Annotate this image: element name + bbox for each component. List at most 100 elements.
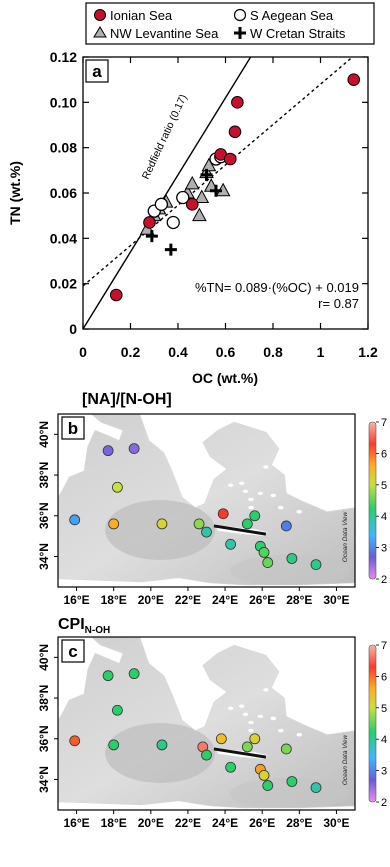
station-marker [225,761,237,773]
lat-tick-label: 38°N [37,685,51,712]
x-tick-label: 0 [79,344,87,360]
island [257,714,264,719]
lon-tick-label: 16°E [63,593,89,607]
lat-tick-label: 34°N [37,766,51,793]
station-marker [225,538,237,550]
colorbar [368,644,377,803]
cretan-strait-marker [213,747,267,759]
station-marker [262,780,274,791]
regression-line [82,56,353,287]
y-tick-label: 0.08 [50,140,77,156]
island [262,687,270,693]
cretan-strait-marker [213,524,267,536]
point-aegean [176,190,190,205]
y-tick-label: 0.06 [50,185,77,201]
station-marker [128,668,140,680]
map-title-c: CPIN-OH [58,616,110,636]
lon-tick-label: 18°E [101,816,127,830]
point-ionian [228,125,242,139]
land-greece-turkey [139,636,356,736]
colorbar-tick-label: 4 [381,734,387,746]
point-ionian [109,288,123,302]
panel-label-box-a [85,59,109,83]
lon-tick-label: 28°E [286,593,312,607]
legend-frame [85,2,375,45]
x-tick-label: 1.2 [358,344,378,360]
map-panel-b: 16°E 18°E 20°E 22°E 24°E 26°E 28°E 30°E 34°N 36°N… [37,413,387,607]
lat-tick-label: 36°N [37,502,51,529]
lon-tick-label: 26°E [249,593,275,607]
lat-tick-label: 40°N [37,644,51,671]
regression-r: r= 0.87 [318,296,359,311]
colorbar-tick-label: 4 [381,511,387,523]
point-levantine [192,207,207,222]
lat-tick-label: 36°N [37,725,51,752]
station-marker [310,559,322,571]
point-ionian [143,216,156,229]
colorbar-tick-label: 5 [381,480,387,492]
station-marker [249,733,261,745]
station-marker [215,733,227,745]
legend-marker-cretan [234,27,246,39]
point-cretan [200,168,213,181]
scatter-panel-a: a 0 0.2 0.4 0.6 0.8 1 1.2 0 0.02 0.04 0.06 0.08 0.10… [7,49,378,386]
colorbar-tick-label: 3 [381,543,387,555]
panel-label-box [61,639,85,663]
colorbar-tick-label: 2 [381,574,387,586]
island [238,480,246,486]
map-frame [57,636,356,811]
colorbar [368,421,377,580]
point-aegean [166,215,180,230]
island [296,509,303,514]
lon-tick-label: 22°E [175,593,201,607]
x-tick-label: 0.2 [121,344,141,360]
island [247,728,255,733]
station-marker [193,518,205,530]
map-panel-c: 16°E 18°E 20°E 22°E 24°E 26°E 28°E 30°E 34°N 36°N… [37,636,387,830]
map-title-c-main: CPI [58,616,85,633]
colorbar-tick-label: 3 [381,766,387,778]
lon-tick-label: 18°E [101,593,127,607]
odv-watermark: Ocean Data View [342,510,349,562]
legend-label-cretan: W Cretan Straits [250,26,346,41]
point-ionian [347,73,361,86]
ionian-basin-shade [105,500,216,561]
island [296,732,303,737]
station-marker [286,776,298,787]
legend-marker-aegean [233,8,247,22]
station-marker [102,445,114,457]
station-marker [310,782,322,794]
point-levantine [184,175,200,190]
station-marker [217,508,229,520]
lon-tick-label: 24°E [212,816,238,830]
station-marker [128,443,140,455]
station-marker [156,739,168,751]
point-ionian [231,96,244,109]
panel-label: c [68,642,77,661]
redfield-line [82,56,252,330]
colorbar-tick-label: 6 [381,448,387,460]
lon-tick-label: 30°E [323,593,349,607]
legend-label-levantine: NW Levantine Sea [110,26,219,41]
station-marker [201,526,212,538]
map-title-b: [NA]/[N-OH] [82,391,172,408]
lon-tick-label: 26°E [249,816,275,830]
colorbar-tick-label: 7 [381,640,387,652]
point-ionian [185,198,199,211]
lon-tick-label: 24°E [212,593,238,607]
point-levantine [194,189,210,204]
y-tick-label: 0.02 [50,276,77,292]
lon-tick-label: 28°E [286,816,312,830]
island [227,482,234,488]
odv-watermark: Ocean Data View [342,733,349,785]
station-marker [258,770,270,781]
regression-equation: %TN= 0.089·(%OC) + 0.019 [195,280,359,295]
lon-tick-label: 16°E [63,816,89,830]
y-tick-label: 0 [69,321,77,337]
island [257,491,264,496]
map-title-c-sub: N-OH [85,625,111,636]
station-marker [156,518,168,530]
lon-tick-label: 30°E [323,816,349,830]
lat-tick-label: 40°N [37,421,51,448]
colorbar-tick-label: 7 [381,417,387,429]
